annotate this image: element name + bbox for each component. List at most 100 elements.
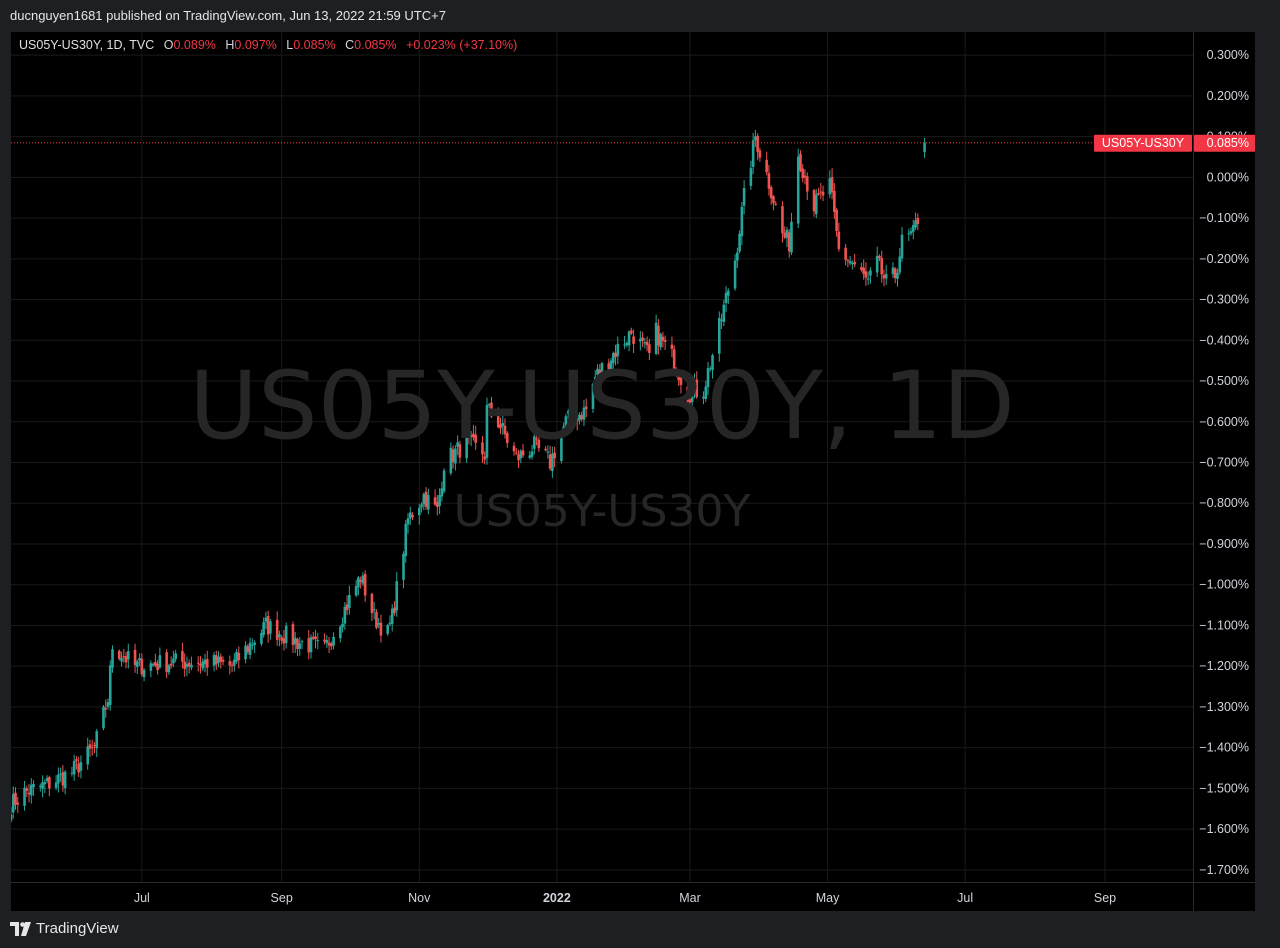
candle-body (248, 642, 252, 655)
candle-body (657, 325, 660, 346)
candle-body (345, 604, 349, 610)
candle-body (41, 782, 44, 789)
candle-body (165, 652, 168, 672)
candle-body (514, 452, 518, 454)
candle-body (205, 659, 209, 668)
candle-body (767, 173, 771, 189)
candle-body (769, 187, 773, 199)
candle-body (787, 232, 791, 252)
candle-body (566, 411, 570, 414)
y-tick-label: 0.200% (1207, 89, 1249, 103)
candle-body (900, 234, 904, 259)
candle-body (404, 523, 408, 556)
candle-body (528, 455, 532, 458)
candle-body (417, 507, 421, 516)
candle-body (923, 142, 926, 153)
candle-body (607, 363, 611, 370)
candle-body (438, 495, 441, 506)
candle-body (433, 497, 437, 505)
candle-body (185, 664, 189, 668)
symbol-price-tag-label: US05Y-US30Y (1102, 136, 1185, 150)
candle-body (142, 669, 146, 678)
x-tick-label: 2022 (543, 891, 571, 905)
symbol-price-tag (1094, 134, 1192, 152)
candle-body (717, 318, 721, 354)
candle-body (614, 352, 617, 358)
y-tick-label: −1.400% (1199, 741, 1249, 755)
candle-body (316, 639, 320, 641)
candle-body (449, 447, 453, 474)
candle-body (704, 386, 708, 399)
y-tick-label: 0.300% (1207, 48, 1249, 62)
candle-body (27, 792, 31, 795)
candle-body (467, 434, 471, 437)
y-tick-label: −1.600% (1199, 822, 1249, 836)
candle-body (814, 194, 818, 215)
candle-body (641, 337, 644, 341)
candle-body (300, 641, 304, 643)
candle-body (332, 636, 335, 646)
candle-body (584, 406, 588, 410)
candle-body (690, 389, 694, 402)
candle-body (749, 168, 753, 186)
candle-body (217, 656, 220, 663)
candle-body (623, 344, 626, 346)
candle-body (790, 221, 793, 253)
candle-body (11, 794, 15, 813)
candle-body (512, 445, 516, 452)
candle-body (390, 608, 394, 624)
candle-body (75, 759, 78, 761)
candle-body (632, 336, 635, 344)
candle-body (190, 664, 193, 668)
candle-body (756, 135, 759, 152)
candle-body (70, 772, 74, 774)
candle-body (833, 190, 836, 212)
candle-body (126, 651, 130, 660)
legend-low-label: L (286, 38, 294, 52)
candle-body (388, 622, 392, 625)
candle-body (569, 410, 572, 420)
chart-pane[interactable]: 0.300%0.200%0.100%0.000%−0.100%−0.200%−0… (11, 32, 1255, 911)
candle-body (553, 452, 556, 459)
x-tick-label: Jul (134, 891, 150, 905)
candle-body (898, 256, 902, 273)
candle-body (499, 424, 502, 429)
candle-body (578, 414, 581, 421)
candle-body (237, 652, 241, 661)
candle-body (140, 658, 144, 675)
candle-body (835, 209, 838, 232)
price-chart[interactable]: 0.300%0.200%0.100%0.000%−0.100%−0.200%−0… (11, 32, 1255, 911)
candle-body (102, 706, 105, 729)
candle-body (422, 493, 426, 505)
candle-body (846, 260, 850, 262)
candle-body (244, 645, 247, 660)
candle-body (821, 191, 825, 196)
candle-body (708, 368, 712, 370)
tradingview-logo[interactable]: TradingView (10, 920, 119, 937)
candle-body (862, 267, 865, 275)
candle-body (648, 344, 651, 353)
candle-body (264, 617, 268, 622)
candle-body (156, 663, 159, 671)
candle-body (702, 396, 705, 399)
candle-body (79, 762, 83, 771)
y-tick-label: −1.000% (1199, 578, 1249, 592)
candle-body (679, 377, 683, 385)
last-price-tag-value: 0.085% (1207, 136, 1249, 150)
candle-body (783, 232, 787, 238)
candle-body (386, 625, 390, 634)
candle-body (485, 404, 489, 458)
candle-body (914, 220, 917, 228)
candle-body (851, 263, 854, 265)
candle-body (284, 625, 288, 644)
candle-body (167, 665, 171, 673)
candle-body (844, 247, 847, 260)
candle-body (95, 731, 99, 749)
y-tick-label: −1.200% (1199, 659, 1249, 673)
candle-body (393, 607, 396, 614)
candle-body (183, 661, 186, 669)
candle-body (860, 267, 863, 271)
candle-body (187, 662, 191, 667)
y-tick-label: −1.300% (1199, 700, 1249, 714)
candle-body (580, 415, 583, 420)
